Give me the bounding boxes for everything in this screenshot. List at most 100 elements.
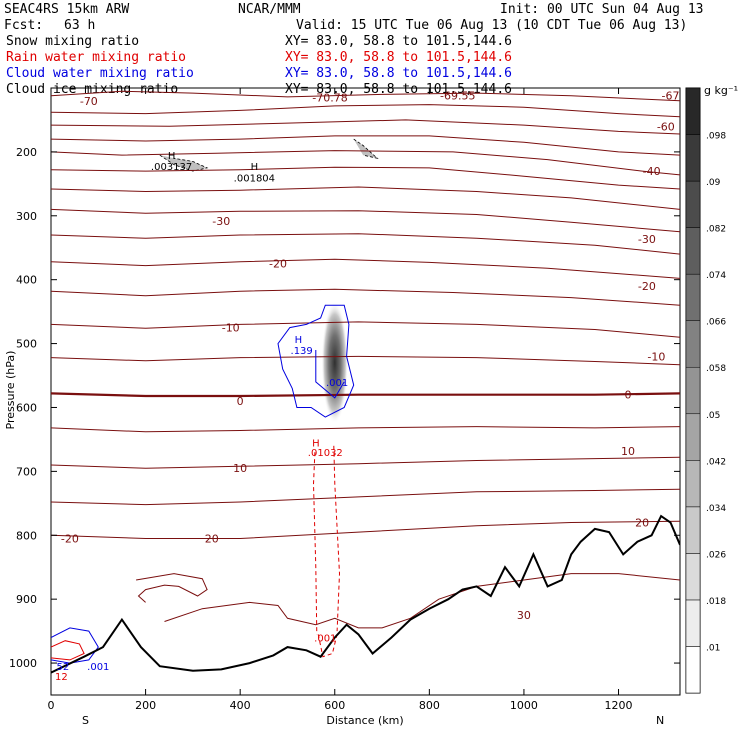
isotherm-line bbox=[51, 392, 680, 398]
colorbar: g kg⁻¹ .01 .018 .026 .034 .042 .05 .058 .066 .07… bbox=[685, 84, 738, 694]
rain-water-contour bbox=[312, 452, 318, 635]
extremum-label: .139 bbox=[291, 346, 313, 357]
y-tick-label: 600 bbox=[16, 401, 37, 414]
colorbar-level-label: .026 bbox=[706, 550, 726, 560]
isotherm-label: -30 bbox=[638, 233, 656, 246]
colorbar-cell bbox=[685, 227, 701, 275]
y-tick-label: 700 bbox=[16, 465, 37, 478]
field-xy-rain: XY= 83.0, 58.8 to 101.5,144.6 bbox=[285, 50, 512, 65]
isotherm-label: 20 bbox=[205, 532, 219, 545]
colorbar-unit: g kg⁻¹ bbox=[704, 84, 738, 97]
extremum-label: .003137 bbox=[151, 162, 192, 173]
isotherm-line bbox=[51, 488, 680, 506]
snow-contour bbox=[353, 138, 379, 160]
isotherm-label: -20 bbox=[638, 280, 656, 293]
cloud-water-contour bbox=[277, 304, 355, 418]
isotherm-label: -69.55 bbox=[440, 90, 475, 103]
plot-frame bbox=[50, 87, 681, 696]
isotherm-line bbox=[51, 456, 680, 469]
isotherm-label: 0 bbox=[624, 389, 631, 402]
isotherm-line bbox=[51, 258, 680, 279]
colorbar-level-label: .098 bbox=[706, 132, 726, 142]
colorbar-level-label: .082 bbox=[706, 225, 726, 235]
isotherm-label: -70 bbox=[80, 95, 98, 108]
extremum-label: .001 bbox=[326, 378, 348, 389]
isotherm-line bbox=[164, 573, 680, 629]
cloud-ice-shading bbox=[321, 302, 349, 424]
colorbar-cell bbox=[685, 460, 701, 508]
x-tick-label: 0 bbox=[48, 699, 55, 712]
isotherm-line bbox=[51, 104, 680, 118]
isotherm-label: 30 bbox=[517, 609, 531, 622]
y-tick-label: 900 bbox=[16, 593, 37, 606]
x-tick-label: 800 bbox=[419, 699, 440, 712]
x-end-label-left: S bbox=[82, 714, 89, 727]
isotherm-label: 10 bbox=[233, 462, 247, 475]
colorbar-cell bbox=[685, 599, 701, 647]
colorbar-level-label: .05 bbox=[706, 411, 720, 421]
rain-water-contour bbox=[333, 445, 341, 632]
y-tick-label: 300 bbox=[16, 210, 37, 223]
init-time: Init: 00 UTC Sun 04 Aug 13 bbox=[500, 2, 704, 17]
isotherm-line bbox=[51, 426, 680, 433]
colorbar-cell bbox=[685, 87, 701, 135]
corner-contour bbox=[51, 640, 85, 661]
colorbar-cell bbox=[685, 180, 701, 228]
isotherm-line bbox=[51, 208, 680, 233]
isotherm-line bbox=[51, 150, 680, 176]
colorbar-cell bbox=[685, 320, 701, 368]
x-tick-label: 1000 bbox=[510, 699, 538, 712]
terrain-line bbox=[51, 514, 680, 674]
field-xy-cloud-water: XY= 83.0, 58.8 to 101.5,144.6 bbox=[285, 66, 512, 81]
snow-contour bbox=[159, 154, 209, 172]
isotherm-label: 0 bbox=[237, 395, 244, 408]
y-tick-label: 500 bbox=[16, 338, 37, 351]
isotherm-line bbox=[51, 90, 680, 102]
colorbar-level-label: .074 bbox=[706, 271, 726, 281]
extremum-label: 52 bbox=[56, 662, 69, 673]
isotherm-line bbox=[51, 119, 680, 135]
y-tick-label: 400 bbox=[16, 274, 37, 287]
isotherm-line bbox=[51, 288, 680, 306]
fcst-label: Fcst: bbox=[4, 18, 43, 33]
isotherm-label: 10 bbox=[621, 445, 635, 458]
model-title: SEAC4RS 15km ARW bbox=[4, 2, 129, 17]
x-tick-label: 200 bbox=[135, 699, 156, 712]
isotherm-line bbox=[51, 186, 680, 210]
isotherm-line bbox=[51, 166, 680, 190]
isotherm-label: -10 bbox=[647, 350, 665, 363]
y-tick-label: 800 bbox=[16, 529, 37, 542]
extremum-label: .001 bbox=[87, 662, 109, 673]
field-name-cloud-ice: Cloud ice mixing ratio bbox=[6, 82, 178, 97]
isotherm-line bbox=[51, 520, 680, 539]
extremum-label: H bbox=[251, 162, 259, 173]
x-tick-label: 600 bbox=[324, 699, 345, 712]
colorbar-cell bbox=[685, 553, 701, 601]
isotherm-line bbox=[51, 355, 680, 366]
org-title: NCAR/MMM bbox=[238, 2, 301, 17]
isotherm-line bbox=[51, 233, 680, 255]
extremum-label: H bbox=[168, 151, 176, 162]
extremum-label: 12 bbox=[55, 672, 68, 683]
colorbar-level-label: .066 bbox=[706, 318, 726, 328]
extremum-label: H bbox=[295, 335, 303, 346]
y-axis-title: Pressure (hPa) bbox=[4, 351, 17, 430]
rain-water-contour bbox=[317, 634, 338, 658]
isotherm-line bbox=[136, 573, 208, 603]
field-xy-snow: XY= 83.0, 58.8 to 101.5,144.6 bbox=[285, 34, 512, 49]
isotherm-label: -40 bbox=[643, 165, 661, 178]
colorbar-level-label: .01 bbox=[706, 643, 720, 653]
colorbar-cell bbox=[685, 273, 701, 321]
extremum-label: .001 bbox=[314, 633, 336, 644]
isotherm-label: -67 bbox=[662, 90, 680, 103]
colorbar-cell bbox=[685, 506, 701, 554]
isotherm-label: 20 bbox=[635, 516, 649, 529]
x-axis-title: Distance (km) bbox=[326, 714, 403, 727]
colorbar-level-label: .09 bbox=[706, 178, 721, 188]
field-name-rain: Rain water mixing ratio bbox=[6, 50, 186, 65]
field-name-snow: Snow mixing ratio bbox=[6, 34, 139, 49]
isotherm-line bbox=[51, 135, 680, 156]
colorbar-level-label: .042 bbox=[706, 457, 726, 467]
isotherm-label: -30 bbox=[212, 215, 230, 228]
